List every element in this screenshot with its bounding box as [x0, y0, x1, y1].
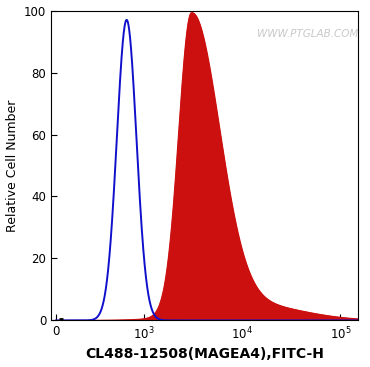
- Y-axis label: Relative Cell Number: Relative Cell Number: [6, 99, 18, 232]
- X-axis label: CL488-12508(MAGEA4),FITC-H: CL488-12508(MAGEA4),FITC-H: [85, 348, 324, 361]
- Text: WWW.PTGLAB.COM: WWW.PTGLAB.COM: [256, 29, 358, 39]
